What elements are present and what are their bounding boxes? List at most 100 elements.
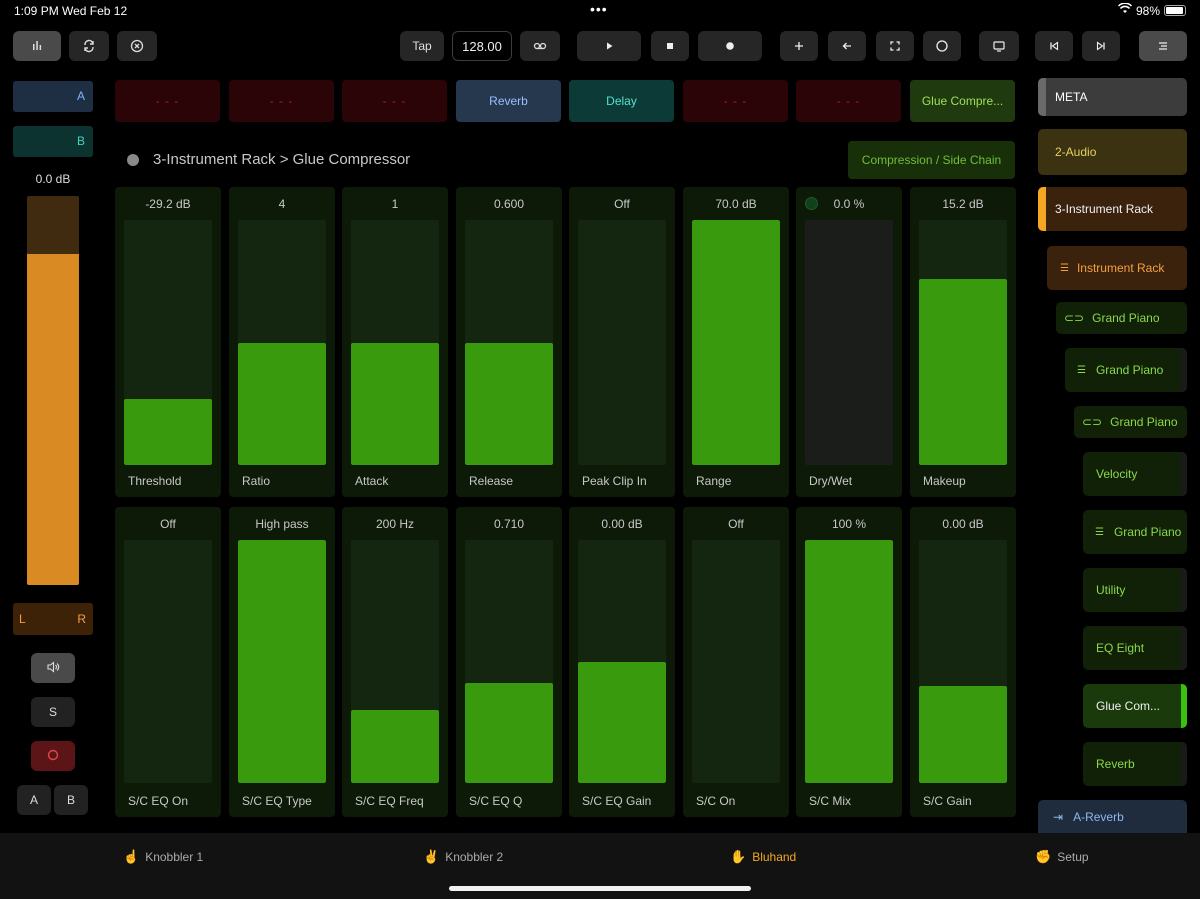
tab-knobbler-1[interactable]: ☝ Knobbler 1	[123, 849, 203, 865]
track-label: A-Reverb	[1073, 809, 1124, 824]
param-slider[interactable]	[805, 540, 893, 783]
menu-icon[interactable]	[1139, 31, 1187, 61]
param-name: Range	[696, 474, 732, 488]
pan-right-label: R	[77, 612, 86, 626]
param-cell[interactable]: 70.0 dB Range	[683, 187, 789, 497]
device-slot-7[interactable]: - - -	[796, 80, 901, 122]
fullscreen-icon[interactable]	[876, 31, 914, 61]
mixer-icon[interactable]	[13, 31, 61, 61]
home-indicator[interactable]	[449, 886, 751, 891]
sync-icon[interactable]	[69, 31, 109, 61]
device-utility[interactable]: Utility	[1083, 568, 1187, 612]
clip-slot-a[interactable]: A	[13, 81, 93, 112]
device-slot-1[interactable]: - - -	[115, 80, 220, 122]
device-instrument-rack[interactable]: ☰ Instrument Rack	[1047, 246, 1187, 290]
param-cell[interactable]: 0.00 dB S/C Gain	[910, 507, 1016, 817]
close-circle-icon[interactable]	[117, 31, 157, 61]
skip-forward-icon[interactable]	[1082, 31, 1120, 61]
param-slider[interactable]	[124, 540, 212, 783]
device-reverb[interactable]: Reverb	[1083, 742, 1187, 786]
stop-icon[interactable]	[651, 31, 689, 61]
param-slider[interactable]	[578, 540, 666, 783]
multitask-dots-icon[interactable]: •••	[590, 1, 608, 17]
chain-label: Grand Piano	[1092, 311, 1160, 325]
device-velocity[interactable]: Velocity	[1083, 452, 1187, 496]
param-slider[interactable]	[465, 220, 553, 465]
device-slot-6[interactable]: - - -	[683, 80, 788, 122]
chain-label: Grand Piano	[1110, 415, 1178, 429]
param-cell[interactable]: Off S/C On	[683, 507, 789, 817]
pan-control[interactable]: L R	[13, 603, 93, 635]
device-status-dot[interactable]	[127, 154, 139, 166]
param-cell[interactable]: 0.600 Release	[456, 187, 562, 497]
circle-icon[interactable]	[923, 31, 961, 61]
tap-tempo-button[interactable]: Tap	[400, 31, 444, 61]
param-cell[interactable]: 0.710 S/C EQ Q	[456, 507, 562, 817]
chain-grand-piano-1[interactable]: ⊂⊃ Grand Piano	[1056, 302, 1187, 334]
track-meta[interactable]: META	[1038, 78, 1187, 116]
tab-knobbler-2[interactable]: ✌ Knobbler 2	[423, 849, 503, 865]
param-slider[interactable]	[351, 540, 439, 783]
tab-bluhand[interactable]: ✋ Bluhand	[730, 849, 796, 865]
screen-icon[interactable]	[979, 31, 1019, 61]
crossfade-b-button[interactable]: B	[54, 785, 88, 815]
param-slider[interactable]	[124, 220, 212, 465]
param-slider[interactable]	[238, 220, 326, 465]
param-cell[interactable]: High pass S/C EQ Type	[229, 507, 335, 817]
crossfade-a-button[interactable]: A	[17, 785, 51, 815]
param-cell[interactable]: 1 Attack	[342, 187, 448, 497]
track-2-audio[interactable]: 2-Audio	[1038, 129, 1187, 175]
skip-back-icon[interactable]	[1035, 31, 1073, 61]
device-grand-piano[interactable]: ☰ Grand Piano	[1083, 510, 1187, 554]
loop-icon[interactable]	[520, 31, 560, 61]
back-arrow-icon[interactable]	[828, 31, 866, 61]
param-slider[interactable]	[578, 220, 666, 465]
param-cell[interactable]: 4 Ratio	[229, 187, 335, 497]
battery-icon	[1164, 5, 1186, 16]
device-eq-eight[interactable]: EQ Eight	[1083, 626, 1187, 670]
mute-button[interactable]	[31, 653, 75, 683]
tempo-field[interactable]: 128.00	[452, 31, 512, 61]
param-slider[interactable]	[238, 540, 326, 783]
param-cell[interactable]: Off Peak Clip In	[569, 187, 675, 497]
param-cell[interactable]: 0.0 % Dry/Wet	[796, 187, 902, 497]
param-slider-fill	[578, 661, 666, 783]
volume-fader[interactable]	[27, 196, 79, 585]
param-slider[interactable]	[805, 220, 893, 465]
param-slider[interactable]	[919, 540, 1007, 783]
param-cell[interactable]: 200 Hz S/C EQ Freq	[342, 507, 448, 817]
add-icon[interactable]	[780, 31, 818, 61]
param-cell[interactable]: 15.2 dB Makeup	[910, 187, 1016, 497]
arm-button[interactable]	[31, 741, 75, 771]
clip-slot-b[interactable]: B	[13, 126, 93, 157]
device-slot-delay[interactable]: Delay	[569, 80, 674, 122]
device-slot-reverb[interactable]: Reverb	[456, 80, 561, 122]
param-cell[interactable]: Off S/C EQ On	[115, 507, 221, 817]
tab-setup[interactable]: ✊ Setup	[1035, 849, 1089, 865]
device-grand-piano-rack[interactable]: ☰ Grand Piano	[1065, 348, 1187, 392]
device-slot-3[interactable]: - - -	[342, 80, 447, 122]
return-track-a-reverb[interactable]: ⇥ A-Reverb	[1038, 800, 1187, 833]
param-cell[interactable]: 0.00 dB S/C EQ Gain	[569, 507, 675, 817]
dry-wet-toggle[interactable]	[805, 197, 818, 210]
param-slider[interactable]	[351, 220, 439, 465]
param-value: 15.2 dB	[942, 197, 984, 211]
param-cell[interactable]: 100 % S/C Mix	[796, 507, 902, 817]
solo-button[interactable]: S	[31, 697, 75, 727]
param-slider[interactable]	[692, 540, 780, 783]
device-glue-compressor[interactable]: Glue Com...	[1083, 684, 1187, 728]
play-icon[interactable]	[577, 31, 641, 61]
param-slider[interactable]	[919, 220, 1007, 465]
bank-selector[interactable]: Compression / Side Chain	[848, 141, 1015, 179]
param-cell[interactable]: -29.2 dB Threshold	[115, 187, 221, 497]
track-3-instrument-rack[interactable]: 3-Instrument Rack	[1038, 187, 1187, 231]
pan-left-label: L	[19, 612, 26, 626]
chain-grand-piano-2[interactable]: ⊂⊃ Grand Piano	[1074, 406, 1187, 438]
status-date: Wed Feb 12	[62, 4, 128, 18]
param-value: -29.2 dB	[145, 197, 191, 211]
param-slider[interactable]	[465, 540, 553, 783]
device-slot-2[interactable]: - - -	[229, 80, 334, 122]
param-slider[interactable]	[692, 220, 780, 465]
record-icon[interactable]	[698, 31, 762, 61]
device-slot-glue[interactable]: Glue Compre...	[910, 80, 1015, 122]
